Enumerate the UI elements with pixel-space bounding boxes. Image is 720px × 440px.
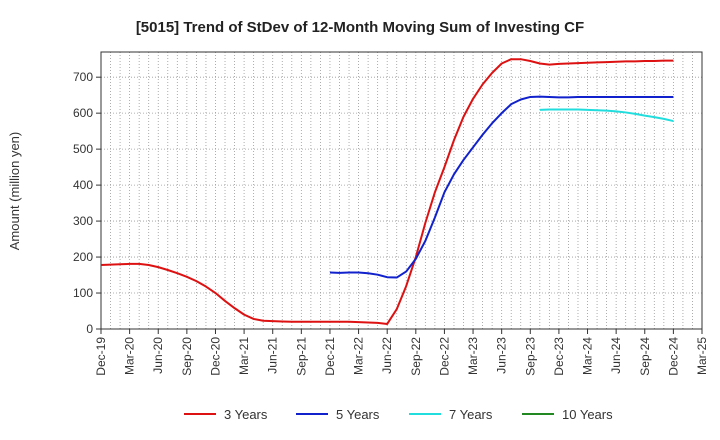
plot-area: 0 100 200 300 400 500 600 700 Dec-19 Mar-20 Jun-20… <box>73 51 709 376</box>
x-tick-label: Sep-20 <box>180 337 194 376</box>
x-tick-label: Sep-22 <box>409 337 423 376</box>
x-tick-label: Sep-24 <box>638 337 652 376</box>
x-tick-label: Mar-24 <box>581 337 595 375</box>
x-tick-label: Mar-23 <box>466 337 480 375</box>
y-tick-label: 500 <box>73 142 93 156</box>
legend: 3 Years 5 Years 7 Years 10 Years <box>184 407 613 422</box>
chart-title: [5015] Trend of StDev of 12-Month Moving… <box>136 19 584 36</box>
x-tick-label: Sep-23 <box>523 337 537 376</box>
x-tick-label: Mar-22 <box>352 337 366 375</box>
legend-label: 3 Years <box>224 407 268 422</box>
legend-label: 7 Years <box>449 407 493 422</box>
x-tick-label: Sep-21 <box>294 337 308 376</box>
x-tick-label: Dec-21 <box>323 337 337 376</box>
y-tick-label: 0 <box>86 322 93 336</box>
series-line-5-years <box>329 95 674 279</box>
x-tick-label: Dec-20 <box>208 337 222 376</box>
x-tick-label: Jun-23 <box>495 337 509 374</box>
x-tick-label: Jun-20 <box>151 337 165 374</box>
plot-background <box>101 52 702 329</box>
y-tick-label: 400 <box>73 178 93 192</box>
y-axis-label: Amount (million yen) <box>7 132 22 251</box>
x-tick-label: Jun-24 <box>609 337 623 374</box>
legend-label: 5 Years <box>336 407 380 422</box>
y-tick-label: 100 <box>73 286 93 300</box>
y-tick-label: 200 <box>73 250 93 264</box>
x-tick-label: Dec-23 <box>552 337 566 376</box>
x-tick-label: Mar-25 <box>695 337 709 375</box>
x-tick-label: Dec-22 <box>437 337 451 376</box>
x-tick-label: Dec-24 <box>666 337 680 376</box>
y-tick-label: 600 <box>73 106 93 120</box>
x-tick-label: Mar-20 <box>123 337 137 375</box>
x-tick-label: Jun-22 <box>380 337 394 374</box>
series-line-7-years <box>539 108 674 123</box>
series-line-3-years <box>100 58 674 325</box>
x-tick-label: Mar-21 <box>237 337 251 375</box>
x-tick-label: Dec-19 <box>94 337 108 376</box>
plot-frame <box>100 51 703 330</box>
y-tick-label: 300 <box>73 214 93 228</box>
legend-label: 10 Years <box>562 407 613 422</box>
x-tick-label: Jun-21 <box>266 337 280 374</box>
y-tick-label: 700 <box>73 70 93 84</box>
